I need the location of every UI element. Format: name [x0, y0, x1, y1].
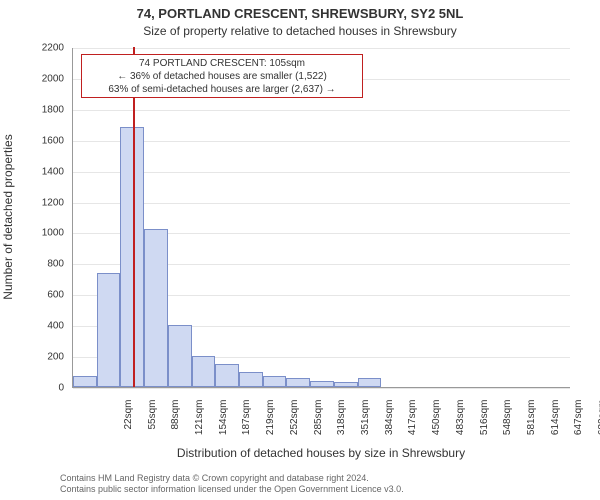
xtick-label: 384sqm: [384, 400, 395, 450]
ytick-label: 1000: [0, 228, 64, 239]
title-sub: Size of property relative to detached ho…: [0, 24, 600, 38]
xtick-label: 318sqm: [336, 400, 347, 450]
xtick-label: 417sqm: [407, 400, 418, 450]
xtick-label: 219sqm: [265, 400, 276, 450]
grid-line: [73, 388, 570, 389]
ytick-label: 200: [0, 352, 64, 363]
histogram-bar: [334, 382, 358, 387]
xtick-label: 647sqm: [573, 400, 584, 450]
xtick-label: 252sqm: [289, 400, 300, 450]
grid-line: [73, 203, 570, 204]
histogram-bar: [168, 325, 192, 387]
ytick-label: 800: [0, 259, 64, 270]
xtick-label: 351sqm: [360, 400, 371, 450]
ytick-label: 1600: [0, 135, 64, 146]
xtick-label: 516sqm: [479, 400, 490, 450]
xtick-label: 614sqm: [550, 400, 561, 450]
histogram-bar: [215, 364, 239, 387]
ytick-label: 1400: [0, 166, 64, 177]
footer: Contains HM Land Registry data © Crown c…: [60, 473, 404, 496]
histogram-bar: [97, 273, 121, 387]
histogram-bar: [73, 376, 97, 387]
xtick-label: 285sqm: [313, 400, 324, 450]
grid-line: [73, 48, 570, 49]
histogram-bar: [192, 356, 216, 387]
xtick-label: 22sqm: [123, 400, 134, 450]
histogram-bar: [144, 229, 168, 387]
histogram-bar: [310, 381, 334, 387]
highlight-marker-line: [133, 47, 135, 387]
chart-container: 74, PORTLAND CRESCENT, SHREWSBURY, SY2 5…: [0, 0, 600, 500]
y-axis-label: Number of detached properties: [1, 117, 15, 317]
xtick-label: 121sqm: [194, 400, 205, 450]
title-main: 74, PORTLAND CRESCENT, SHREWSBURY, SY2 5…: [0, 6, 600, 21]
ytick-label: 600: [0, 290, 64, 301]
plot-area: 74 PORTLAND CRESCENT: 105sqm ← 36% of de…: [72, 48, 570, 388]
histogram-bar: [263, 376, 287, 387]
xtick-label: 483sqm: [455, 400, 466, 450]
ytick-label: 2200: [0, 43, 64, 54]
xtick-label: 450sqm: [431, 400, 442, 450]
xtick-label: 55sqm: [147, 400, 158, 450]
xtick-label: 154sqm: [218, 400, 229, 450]
info-box-line1: 74 PORTLAND CRESCENT: 105sqm: [86, 57, 358, 70]
xtick-label: 581sqm: [526, 400, 537, 450]
footer-line2: Contains public sector information licen…: [60, 484, 404, 496]
info-box: 74 PORTLAND CRESCENT: 105sqm ← 36% of de…: [81, 54, 363, 98]
histogram-bar: [239, 372, 263, 387]
grid-line: [73, 110, 570, 111]
histogram-bar: [286, 378, 310, 387]
grid-line: [73, 141, 570, 142]
ytick-label: 2000: [0, 73, 64, 84]
footer-line1: Contains HM Land Registry data © Crown c…: [60, 473, 404, 485]
histogram-bar: [358, 378, 382, 387]
ytick-label: 0: [0, 383, 64, 394]
xtick-label: 187sqm: [241, 400, 252, 450]
xtick-label: 88sqm: [170, 400, 181, 450]
ytick-label: 400: [0, 321, 64, 332]
histogram-bar: [120, 127, 144, 387]
grid-line: [73, 172, 570, 173]
ytick-label: 1800: [0, 104, 64, 115]
ytick-label: 1200: [0, 197, 64, 208]
info-box-line3: 63% of semi-detached houses are larger (…: [86, 83, 358, 96]
xtick-label: 548sqm: [502, 400, 513, 450]
info-box-line2: ← 36% of detached houses are smaller (1,…: [86, 70, 358, 83]
